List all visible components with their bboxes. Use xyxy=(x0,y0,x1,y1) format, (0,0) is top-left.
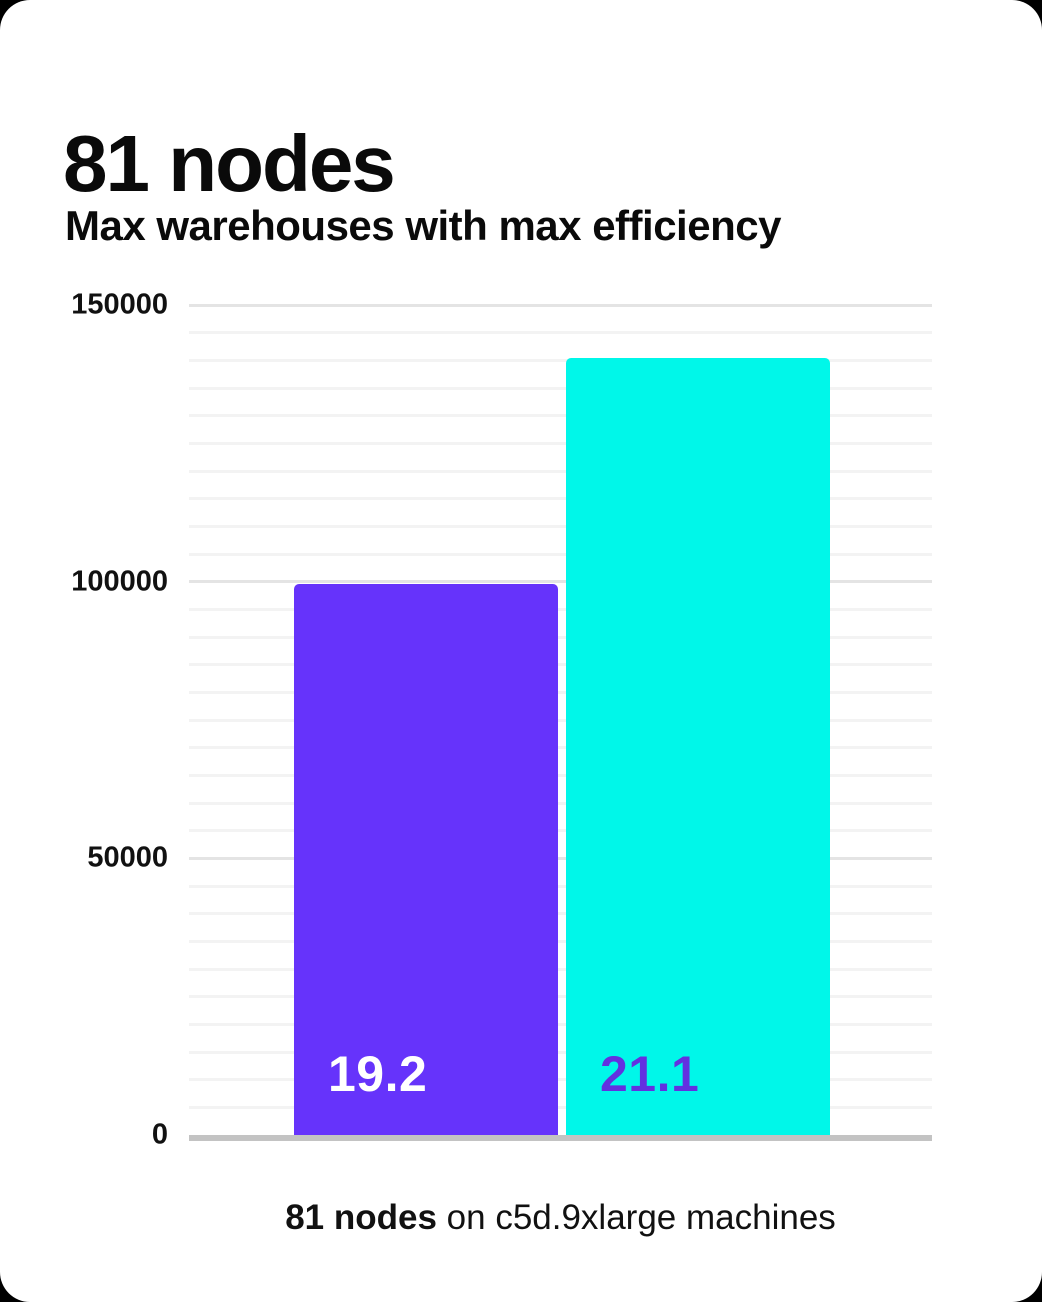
minor-gridline xyxy=(189,884,932,888)
minor-gridline xyxy=(189,1050,932,1054)
minor-gridline xyxy=(189,386,932,390)
page-title: 81 nodes xyxy=(63,118,396,208)
minor-gridline xyxy=(189,524,932,528)
caption-bold-text: 81 nodes xyxy=(285,1198,437,1237)
y-tick-label: 50000 xyxy=(87,841,168,874)
y-axis: 0 50000 100000 150000 xyxy=(40,289,168,1151)
minor-gridline xyxy=(189,690,932,694)
bar-v19.2: 19.2 xyxy=(294,584,558,1135)
minor-gridline xyxy=(189,1022,932,1026)
y-tick-label: 0 xyxy=(151,1118,168,1151)
minor-gridline xyxy=(189,414,932,418)
minor-gridline xyxy=(189,552,932,556)
minor-gridline xyxy=(189,663,932,667)
minor-gridline xyxy=(189,607,932,611)
minor-gridline xyxy=(189,1078,932,1082)
page-subtitle: Max warehouses with max efficiency xyxy=(65,201,781,249)
minor-gridline xyxy=(189,967,932,971)
minor-gridline xyxy=(189,912,932,916)
minor-gridline xyxy=(189,1105,932,1109)
major-gridline xyxy=(189,580,932,584)
chart-caption: 81 nodes on c5d.9xlarge machines xyxy=(189,1198,932,1238)
minor-gridline xyxy=(189,469,932,473)
minor-gridline xyxy=(189,358,932,362)
minor-gridline xyxy=(189,718,932,722)
minor-gridline xyxy=(189,801,932,805)
major-gridline xyxy=(189,856,932,860)
bar-value-label: 21.1 xyxy=(600,1046,700,1102)
minor-gridline xyxy=(189,773,932,777)
minor-gridline xyxy=(189,635,932,639)
plot-area: 19.2 21.1 xyxy=(189,303,932,1141)
y-tick-label: 100000 xyxy=(71,565,168,598)
caption-regular-text: on c5d.9xlarge machines xyxy=(436,1198,836,1237)
minor-gridline xyxy=(189,939,932,943)
bar-v21.1: 21.1 xyxy=(566,357,830,1135)
minor-gridline xyxy=(189,746,932,750)
major-gridline xyxy=(189,303,932,307)
minor-gridline xyxy=(189,497,932,501)
minor-gridline xyxy=(189,829,932,833)
x-axis-baseline xyxy=(189,1135,932,1141)
minor-gridline xyxy=(189,331,932,335)
minor-gridline xyxy=(189,441,932,445)
y-tick-label: 150000 xyxy=(71,288,168,321)
minor-gridline xyxy=(189,995,932,999)
bar-value-label: 19.2 xyxy=(328,1046,428,1102)
